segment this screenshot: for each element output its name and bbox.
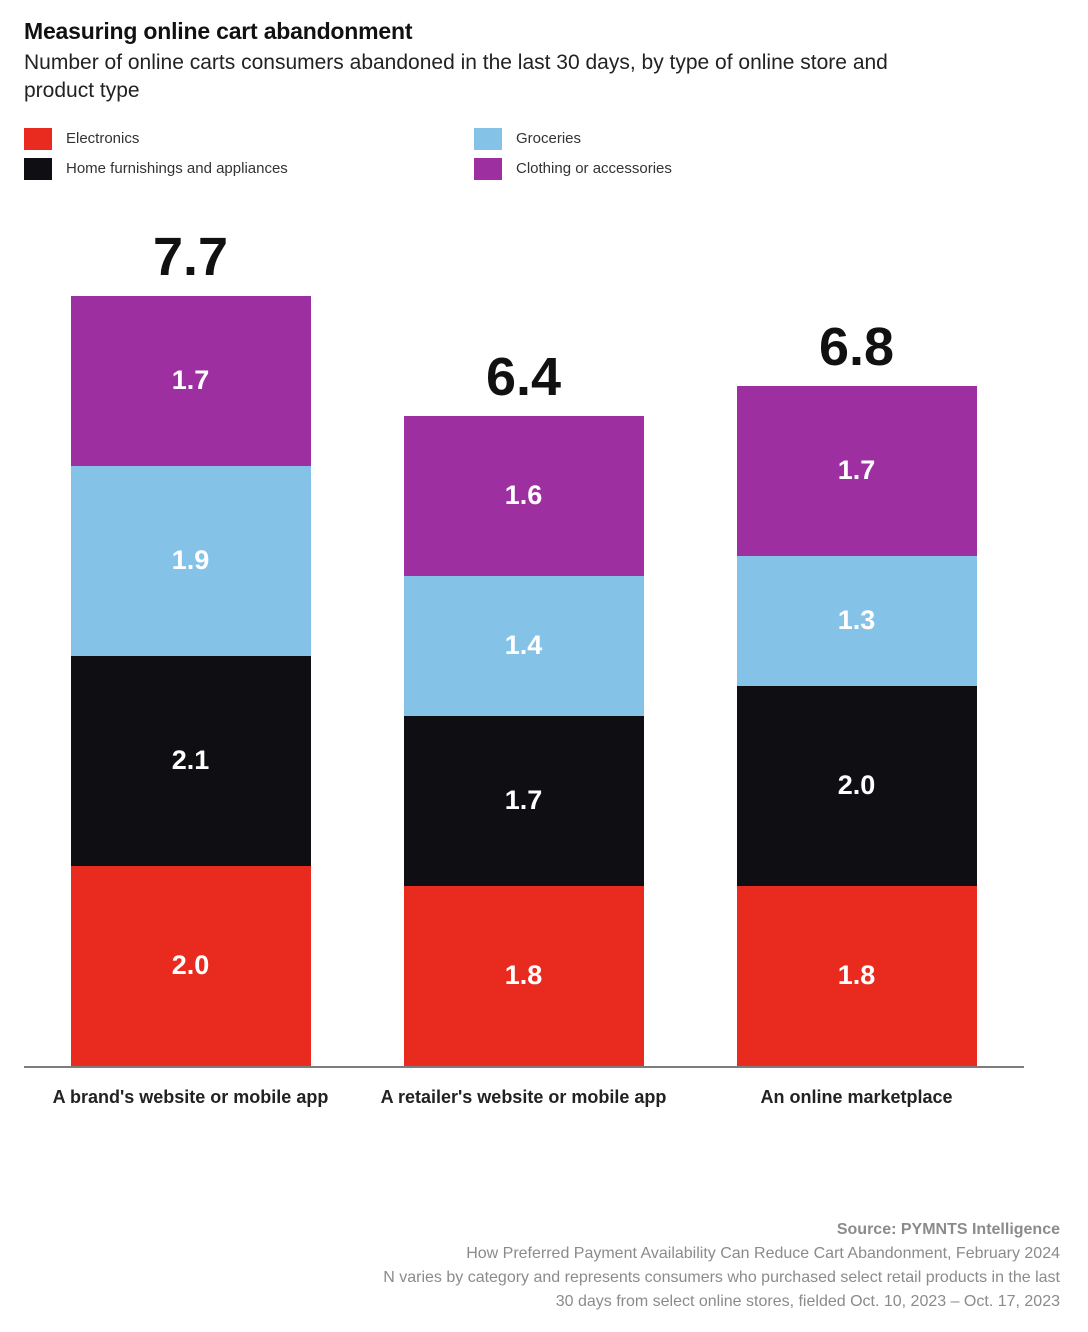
chart-title: Measuring online cart abandonment xyxy=(24,18,1064,45)
x-axis-label: An online marketplace xyxy=(690,1086,1023,1109)
legend-item-electronics: Electronics xyxy=(24,128,474,150)
x-axis-labels: A brand's website or mobile appA retaile… xyxy=(24,1086,1024,1109)
bar-slot: 1.81.71.41.6 6.4 xyxy=(357,228,690,1066)
bar-slot: 2.02.11.91.7 7.7 xyxy=(24,228,357,1066)
stacked-bar: 2.02.11.91.77.7 xyxy=(71,296,311,1066)
x-axis-label: A brand's website or mobile app xyxy=(24,1086,357,1109)
bar-segment: 1.7 xyxy=(71,296,311,466)
bar-total-label: 7.7 xyxy=(153,226,228,288)
legend-swatch xyxy=(24,128,52,150)
legend-item-home: Home furnishings and appliances xyxy=(24,158,474,180)
bar-segment: 1.3 xyxy=(737,556,977,686)
bar-segment: 2.0 xyxy=(71,866,311,1066)
bar-segment: 2.1 xyxy=(71,656,311,866)
legend-label: Electronics xyxy=(66,130,139,147)
legend-label: Home furnishings and appliances xyxy=(66,160,288,177)
legend-swatch xyxy=(474,128,502,150)
bar-total-label: 6.4 xyxy=(486,346,561,408)
stacked-bar: 1.81.71.41.66.4 xyxy=(404,416,644,1066)
source-line: 30 days from select online stores, field… xyxy=(383,1290,1060,1314)
x-axis-label: A retailer's website or mobile app xyxy=(357,1086,690,1109)
source-line: How Preferred Payment Availability Can R… xyxy=(383,1242,1060,1266)
legend: Electronics Home furnishings and applian… xyxy=(24,128,924,188)
source-line: N varies by category and represents cons… xyxy=(383,1266,1060,1290)
legend-label: Clothing or accessories xyxy=(516,160,672,177)
bar-segment: 1.8 xyxy=(404,886,644,1066)
legend-item-clothing: Clothing or accessories xyxy=(474,158,924,180)
source-label: Source: PYMNTS Intelligence xyxy=(383,1218,1060,1242)
bar-slot: 1.82.01.31.7 6.8 xyxy=(690,228,1023,1066)
bar-segment: 2.0 xyxy=(737,686,977,886)
bar-segment: 1.4 xyxy=(404,576,644,716)
bar-segment: 1.7 xyxy=(737,386,977,556)
chart: 2.02.11.91.77.71.81.71.41.66.41.82.01.31… xyxy=(24,228,1024,1109)
bar-segment: 1.8 xyxy=(737,886,977,1066)
chart-subtitle: Number of online carts consumers abandon… xyxy=(24,49,934,106)
bar-segment: 1.7 xyxy=(404,716,644,886)
legend-item-groceries: Groceries xyxy=(474,128,924,150)
bar-segment: 1.9 xyxy=(71,466,311,656)
bar-total-label: 6.8 xyxy=(819,316,894,378)
chart-plot-area: 2.02.11.91.77.71.81.71.41.66.41.82.01.31… xyxy=(24,228,1024,1068)
bar-segment: 1.6 xyxy=(404,416,644,576)
legend-swatch xyxy=(474,158,502,180)
legend-swatch xyxy=(24,158,52,180)
legend-label: Groceries xyxy=(516,130,581,147)
stacked-bar: 1.82.01.31.76.8 xyxy=(737,386,977,1066)
source-note: Source: PYMNTS Intelligence How Preferre… xyxy=(383,1218,1060,1314)
